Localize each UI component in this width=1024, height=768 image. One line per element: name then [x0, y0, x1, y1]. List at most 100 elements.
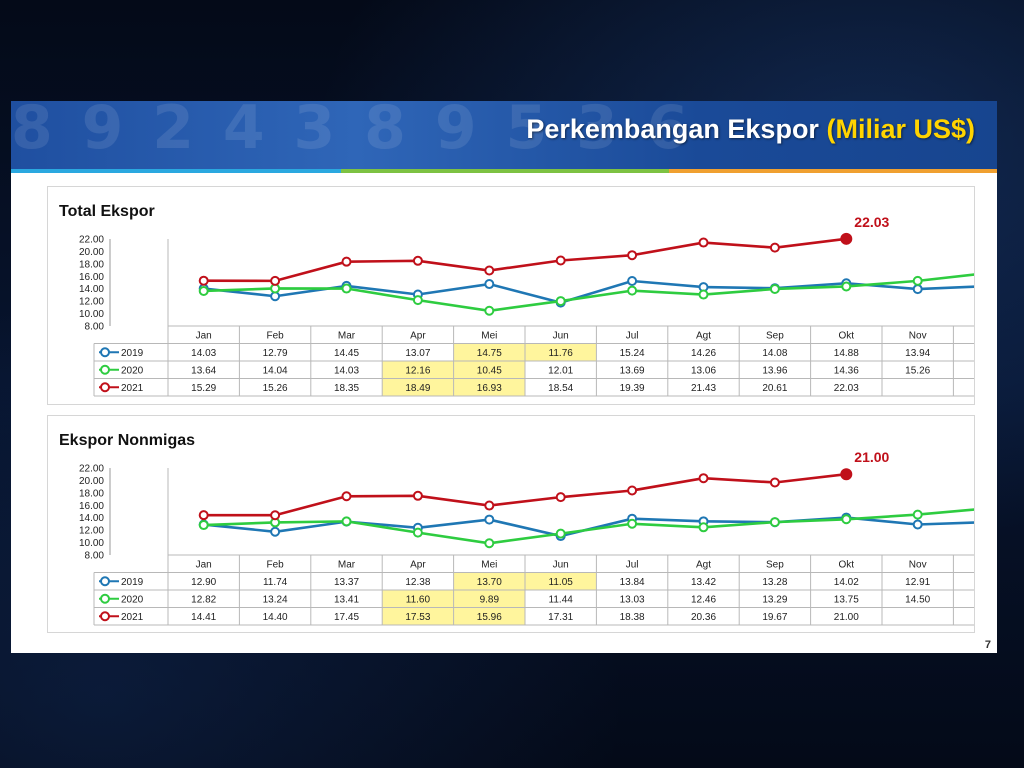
data-label: 12.91 [905, 577, 930, 588]
data-label: 21.43 [691, 383, 716, 394]
y-tick-label: 18.00 [79, 488, 104, 499]
category-label: Okt [839, 560, 855, 571]
legend-entry: 2020 [121, 594, 144, 605]
data-label: 13.03 [620, 594, 645, 605]
category-label: Jan [196, 331, 212, 342]
data-point [627, 518, 638, 529]
data-label: 11.76 [549, 348, 574, 359]
data-label: 17.53 [405, 612, 430, 623]
data-point [769, 283, 780, 294]
data-label: 13.96 [762, 365, 787, 376]
data-label: 14.02 [834, 577, 859, 588]
data-label: 13.41 [334, 594, 359, 605]
category-label: Jul [626, 560, 639, 571]
data-label: 12.01 [548, 365, 573, 376]
data-label: 11.60 [406, 594, 431, 605]
series-line-2020 [203, 508, 974, 545]
slide-title-unit: (Miliar US$) [826, 114, 975, 144]
data-label: 14.88 [834, 348, 859, 359]
data-label: 15.24 [620, 348, 645, 359]
data-label: 14.36 [834, 365, 859, 376]
ekspor-nonmigas-panel: Ekspor Nonmigas 22.00 20.00 18.00 16.00 14.00… [47, 415, 975, 633]
category-label: Agt [696, 560, 711, 571]
data-label: 12.38 [405, 577, 430, 588]
category-label: Mar [338, 560, 356, 571]
data-point [912, 509, 923, 520]
data-point [627, 276, 638, 287]
legend-entry: 2020 [121, 365, 144, 376]
legend-entry: 2019 [121, 348, 144, 359]
data-point [412, 255, 423, 266]
y-tick-label: 8.00 [85, 322, 105, 333]
banner-stripe-orange [669, 169, 997, 173]
data-label: 19.67 [762, 612, 787, 623]
highlight-cell [453, 378, 525, 396]
data-label: 14.40 [263, 612, 288, 623]
legend-entry: 2021 [121, 612, 144, 623]
data-point [412, 490, 423, 501]
data-label: 13.37 [334, 577, 359, 588]
legend-marker [100, 593, 110, 604]
data-label: 14.08 [762, 348, 787, 359]
data-label: 13.69 [620, 365, 645, 376]
series-line-2019 [203, 516, 974, 538]
data-label: 13.75 [834, 594, 859, 605]
data-label: 13.06 [691, 365, 716, 376]
data-label: 12.90 [191, 577, 216, 588]
data-label: 13.94 [905, 348, 930, 359]
data-point [270, 526, 281, 537]
y-tick-label: 12.00 [79, 526, 104, 537]
legend-marker [100, 611, 110, 622]
title-banner: 8 9 2 4 3 8 9 5 3 6 Perkembangan Ekspor … [11, 101, 997, 169]
data-point [769, 242, 780, 253]
chart-title: Ekspor Nonmigas [59, 432, 195, 449]
y-tick-label: 14.00 [79, 284, 104, 295]
data-label: 12.79 [263, 348, 288, 359]
category-label: Nov [909, 560, 927, 571]
y-tick-label: 22.00 [79, 235, 104, 246]
highlight-cell [453, 361, 525, 379]
data-point [555, 528, 566, 539]
category-label: Jun [553, 331, 569, 342]
y-tick-label: 20.00 [79, 476, 104, 487]
data-point [912, 275, 923, 286]
data-label: 9.89 [480, 594, 500, 605]
data-label: 19.39 [620, 383, 645, 394]
callout-label: 21.00 [854, 449, 889, 465]
data-point [698, 522, 709, 533]
legend-marker [100, 576, 110, 587]
data-point [484, 305, 495, 316]
category-label: Sep [766, 331, 784, 342]
data-point [627, 285, 638, 296]
data-point [912, 284, 923, 295]
data-point [341, 283, 352, 294]
category-label: Agt [696, 331, 711, 342]
data-point [341, 256, 352, 267]
data-point [412, 295, 423, 306]
category-label: Feb [266, 560, 284, 571]
data-label: 12.46 [691, 594, 716, 605]
data-label: 14.03 [191, 348, 216, 359]
data-point [484, 500, 495, 511]
category-label: Mar [338, 331, 356, 342]
data-label: 14.41 [191, 612, 216, 623]
data-label: 18.49 [405, 383, 430, 394]
data-point [698, 289, 709, 300]
data-label: 14.45 [334, 348, 359, 359]
data-label: 22.03 [834, 383, 859, 394]
category-label: Sep [766, 560, 784, 571]
data-label: 13.84 [620, 577, 645, 588]
slide: 8 9 2 4 3 8 9 5 3 6 Perkembangan Ekspor … [11, 101, 997, 653]
data-label: 17.45 [334, 612, 359, 623]
series-line-2021 [203, 237, 847, 283]
y-tick-label: 18.00 [79, 259, 104, 270]
data-label: 14.03 [334, 365, 359, 376]
data-label: 12.82 [191, 594, 216, 605]
category-label: Mei [481, 331, 497, 342]
banner-stripe-blue [11, 169, 341, 173]
data-label: 13.28 [762, 577, 787, 588]
data-label: 13.07 [405, 348, 430, 359]
banner-digit-watermark: 8 9 2 4 3 8 9 5 3 6 [11, 101, 693, 163]
data-label: 14.75 [477, 348, 502, 359]
